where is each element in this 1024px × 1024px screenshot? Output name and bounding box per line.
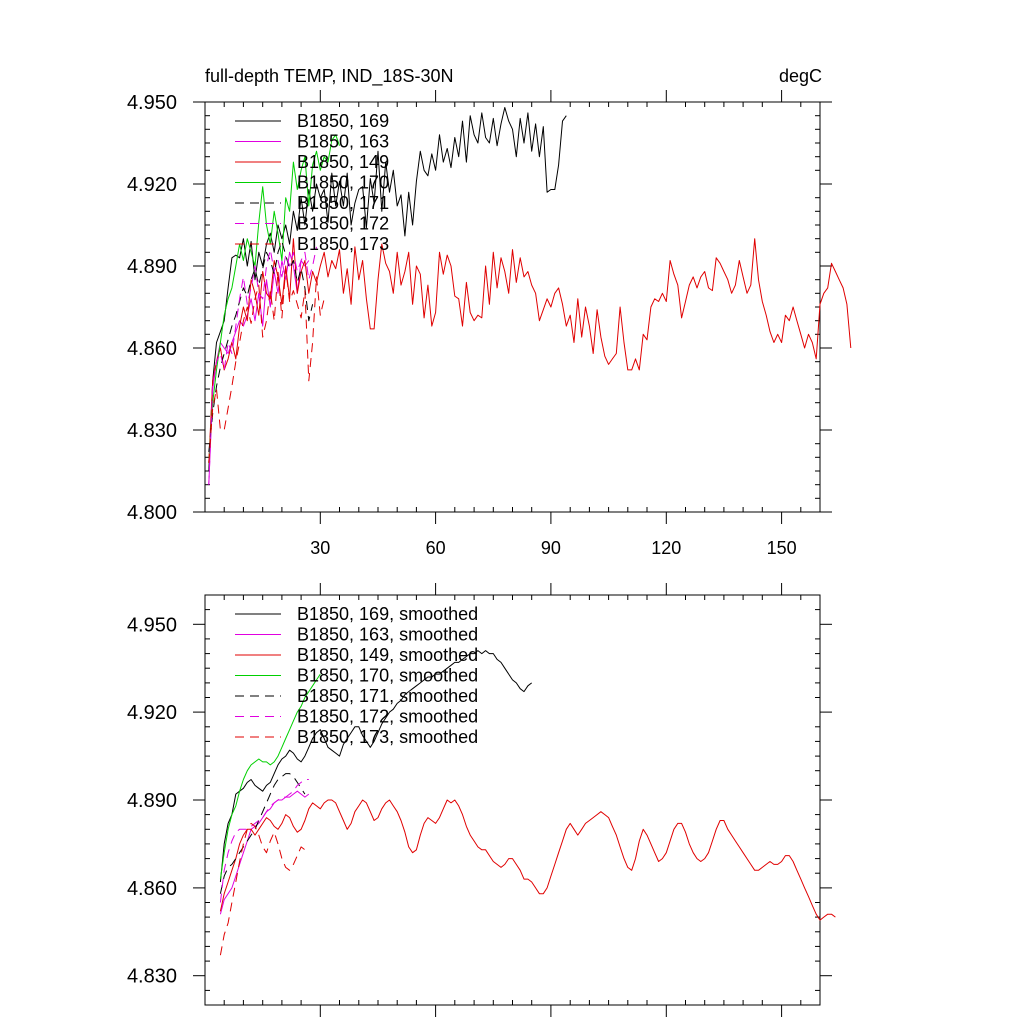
legend-label: B1850, 171 <box>297 193 389 213</box>
series-line <box>219 650 533 883</box>
top-panel: full-depth TEMP, IND_18S-30N degC 30 60 90… <box>127 66 852 558</box>
series-lines <box>208 107 852 485</box>
series-line <box>208 134 340 463</box>
bottom-panel: 4.830 4.860 4.890 4.920 4.950 B1850, 169, sm… <box>127 583 836 1017</box>
legend-label: B1850, 163 <box>297 132 389 152</box>
legend-label: B1850, 169 <box>297 111 389 131</box>
legend-label: B1850, 149, smoothed <box>297 645 478 665</box>
y-tick-label: 4.830 <box>127 420 177 442</box>
legend-label: B1850, 172, smoothed <box>297 707 478 727</box>
legend-label: B1850, 170, smoothed <box>297 666 478 686</box>
x-tick-label: 90 <box>541 538 561 558</box>
legend-label: B1850, 170 <box>297 173 389 193</box>
legend-label: B1850, 173 <box>297 234 389 254</box>
series-lines <box>219 650 836 956</box>
y-tick-label: 4.950 <box>127 92 177 114</box>
legend-label: B1850, 172 <box>297 214 389 234</box>
x-tick-label: 30 <box>310 538 330 558</box>
legend-label: B1850, 169, smoothed <box>297 604 478 624</box>
legend-label: B1850, 173, smoothed <box>297 727 478 747</box>
x-tick-label: 150 <box>767 538 797 558</box>
y-tick-label: 4.920 <box>127 174 177 196</box>
y-tick-label: 4.860 <box>127 878 177 900</box>
x-tick-label: 60 <box>426 538 446 558</box>
units-label: degC <box>779 66 822 86</box>
x-tick-label: 120 <box>651 538 681 558</box>
y-tick-label: 4.890 <box>127 256 177 278</box>
legend-label: B1850, 163, smoothed <box>297 625 478 645</box>
y-tick-label: 4.800 <box>127 502 177 524</box>
y-tick-label: 4.890 <box>127 790 177 812</box>
y-tick-label: 4.920 <box>127 702 177 724</box>
y-tick-label: 4.830 <box>127 966 177 988</box>
axis-ticks: 4.830 4.860 4.890 4.920 4.950 <box>127 583 832 1017</box>
series-line <box>208 238 852 463</box>
series-line <box>219 822 306 956</box>
series-line <box>208 240 314 452</box>
axis-ticks: 30 60 90 120 150 4.800 4.830 4.860 4.890 4.920 4.9… <box>127 90 832 558</box>
legend-label: B1850, 149 <box>297 152 389 172</box>
series-line <box>219 799 836 921</box>
legend-label: B1850, 171, smoothed <box>297 686 478 706</box>
series-line <box>219 773 306 894</box>
series-line <box>219 673 321 880</box>
series-line <box>208 107 567 472</box>
y-tick-label: 4.950 <box>127 614 177 636</box>
series-line <box>208 246 317 485</box>
y-tick-label: 4.860 <box>127 338 177 360</box>
series-line <box>208 268 325 463</box>
chart-title: full-depth TEMP, IND_18S-30N <box>205 66 453 87</box>
series-line <box>219 779 309 903</box>
